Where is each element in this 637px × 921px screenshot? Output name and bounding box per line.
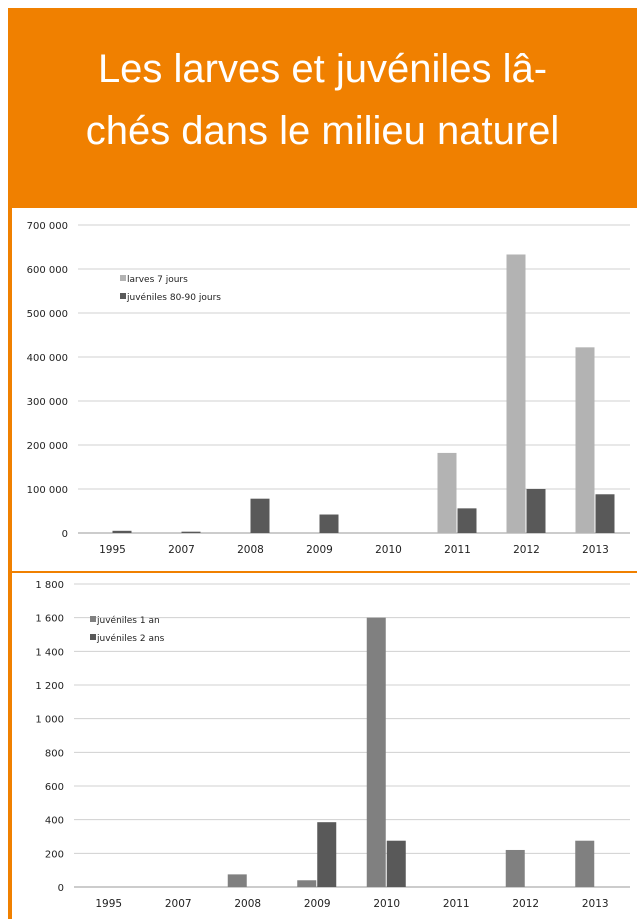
chart-divider [8,571,637,573]
left-orange-edge [8,208,12,919]
page-title: Les larves et juvéniles lâ- chés dans le… [85,47,560,153]
infographic-panel: Les larves et juvéniles lâ- chés dans le… [8,8,637,919]
title-banner: Les larves et juvéniles lâ- chés dans le… [8,8,637,208]
